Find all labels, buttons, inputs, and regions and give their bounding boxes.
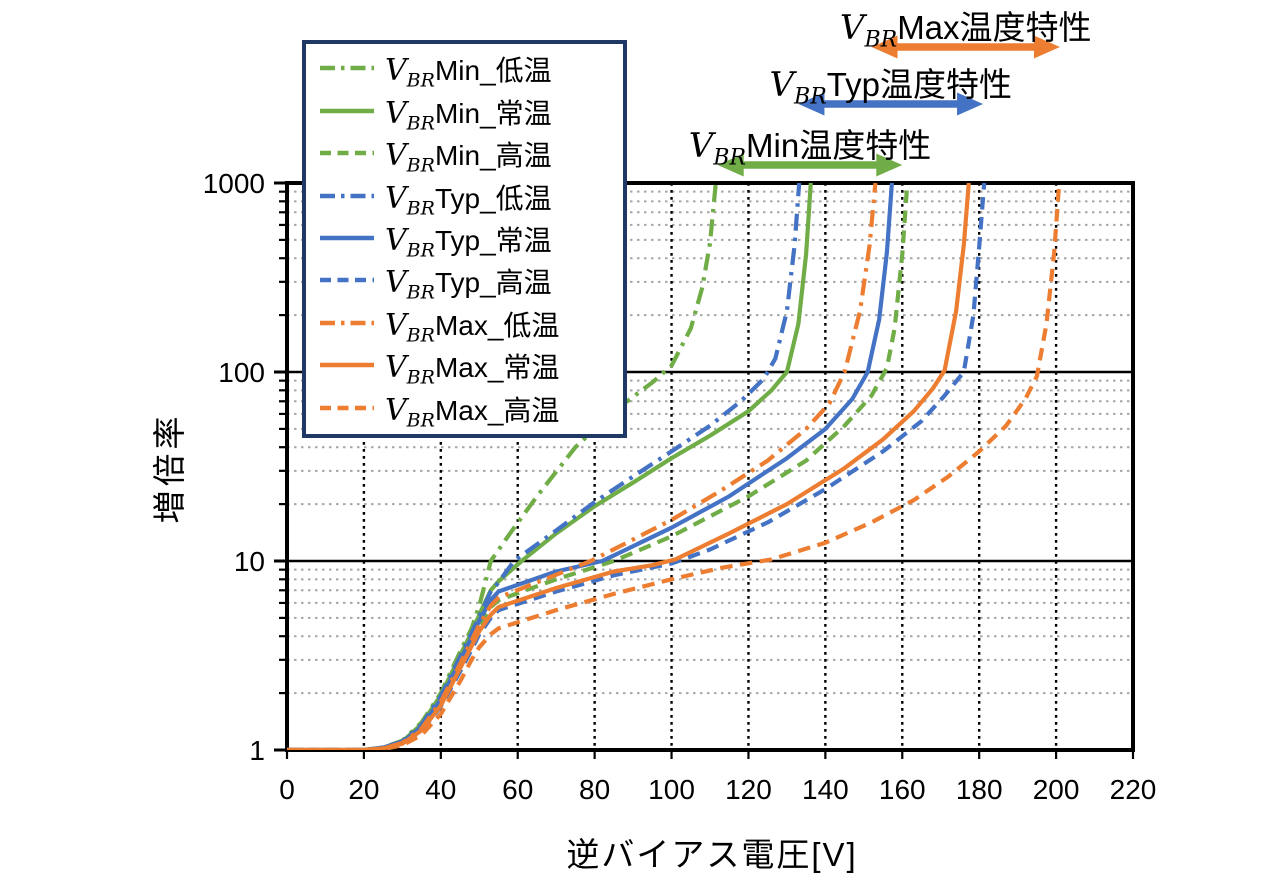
y-axis-title: 増倍率 bbox=[151, 412, 188, 524]
x-tick-label: 120 bbox=[725, 774, 772, 805]
legend-item-max-low: VBR Max_低温 bbox=[320, 304, 619, 347]
vbr-min-range-arrow bbox=[717, 153, 903, 177]
vbr-symbol: VBR bbox=[769, 65, 827, 110]
legend-item-label: VBR Max_高温 bbox=[385, 389, 560, 432]
y-tick-label: 1 bbox=[249, 735, 265, 766]
arrowhead-right bbox=[876, 153, 903, 177]
vbr-symbol: VBR bbox=[839, 8, 898, 53]
vbr-symbol: VBR bbox=[385, 53, 435, 92]
x-tick-label: 40 bbox=[425, 774, 456, 805]
legend-item-max-high: VBR Max_高温 bbox=[320, 389, 619, 432]
legend-item-min-low: VBR Min_低温 bbox=[320, 49, 619, 92]
x-tick-label: 180 bbox=[956, 774, 1003, 805]
legend-item-label: VBR Min_高温 bbox=[385, 134, 552, 177]
curve-typ-high bbox=[287, 183, 987, 750]
legend-line-sample bbox=[320, 357, 374, 375]
vbr-max-range-arrow bbox=[871, 35, 1060, 59]
legend-line-sample bbox=[320, 60, 374, 78]
vbr-min-range-label: VBR Min温度特性 bbox=[688, 119, 932, 171]
curve-max-low bbox=[287, 183, 878, 750]
vbr-symbol: VBR bbox=[385, 180, 435, 220]
legend-line-sample bbox=[320, 103, 374, 121]
legend-item-label: VBR Typ_低温 bbox=[385, 177, 552, 220]
vbr-max-range-label: VBR Max温度特性 bbox=[839, 1, 1092, 53]
y-tick-label: 1000 bbox=[203, 168, 265, 199]
x-tick-label: 140 bbox=[802, 774, 849, 805]
x-tick-label: 0 bbox=[279, 774, 295, 805]
legend-series-name: Max_低温 bbox=[434, 309, 560, 341]
arrowhead-left bbox=[798, 92, 825, 116]
legend-item-label: VBR Typ_常温 bbox=[385, 219, 552, 262]
y-tick-label: 10 bbox=[234, 546, 265, 577]
y-tick-label: 100 bbox=[218, 357, 265, 388]
vbr-symbol: VBR bbox=[385, 95, 435, 135]
curve-typ-low bbox=[287, 183, 802, 750]
legend-item-label: VBR Max_低温 bbox=[385, 304, 560, 347]
arrowhead-right bbox=[1033, 35, 1060, 59]
vbr-symbol: VBR bbox=[385, 307, 435, 347]
legend-line-sample bbox=[320, 188, 374, 206]
curve-max-high bbox=[287, 183, 1062, 750]
x-tick-label: 160 bbox=[879, 774, 926, 805]
legend-series-name: Min_常温 bbox=[434, 97, 552, 129]
legend: VBR Min_低温 VBR Min_常温 VBR Min_高温 VBR Typ_低温 VBR T… bbox=[302, 40, 627, 438]
series-curves bbox=[287, 183, 1062, 750]
vbr-symbol: VBR bbox=[385, 222, 435, 262]
annotation-text: Min温度特性 bbox=[746, 127, 932, 164]
vbr-symbol: VBR bbox=[385, 265, 435, 305]
legend-series-name: Typ_常温 bbox=[434, 224, 552, 256]
legend-item-label: VBR Typ_高温 bbox=[385, 261, 552, 305]
legend-series-name: Min_低温 bbox=[434, 55, 552, 87]
legend-item-typ-high: VBR Typ_高温 bbox=[320, 261, 619, 305]
legend-line-sample bbox=[320, 145, 374, 163]
legend-line-sample bbox=[320, 272, 374, 290]
x-tick-label: 220 bbox=[1110, 774, 1157, 805]
legend-item-label: VBR Max_常温 bbox=[385, 346, 560, 389]
x-axis-title: 逆バイアス電圧[V] bbox=[566, 836, 858, 873]
legend-series-name: Min_高温 bbox=[434, 140, 552, 172]
legend-series-name: Max_常温 bbox=[434, 352, 560, 384]
legend-item-label: VBR Min_常温 bbox=[385, 92, 552, 135]
vbr-symbol: VBR bbox=[385, 138, 435, 177]
legend-line-sample bbox=[320, 400, 374, 418]
legend-item-typ-low: VBR Typ_低温 bbox=[320, 177, 619, 220]
curve-max-normal bbox=[287, 183, 971, 750]
vbr-symbol: VBR bbox=[385, 350, 435, 389]
vbr-typ-range-arrow bbox=[798, 92, 984, 116]
vbr-symbol: VBR bbox=[688, 126, 747, 171]
x-tick-label: 20 bbox=[348, 774, 379, 805]
annotation-text: Typ温度特性 bbox=[826, 66, 1012, 103]
legend-item-min-high: VBR Min_高温 bbox=[320, 134, 619, 177]
legend-item-min-normal: VBR Min_常温 bbox=[320, 92, 619, 135]
legend-line-sample bbox=[320, 230, 374, 248]
legend-series-name: Max_高温 bbox=[434, 394, 560, 426]
legend-item-label: VBR Min_低温 bbox=[385, 49, 552, 92]
vbr-typ-range-label: VBR Typ温度特性 bbox=[769, 58, 1012, 110]
arrowhead-left bbox=[717, 153, 744, 177]
legend-item-max-normal: VBR Max_常温 bbox=[320, 346, 619, 389]
legend-item-typ-normal: VBR Typ_常温 bbox=[320, 219, 619, 262]
annotation-text: Max温度特性 bbox=[897, 9, 1092, 46]
x-tick-label: 80 bbox=[579, 774, 610, 805]
x-tick-label: 200 bbox=[1033, 774, 1080, 805]
legend-series-name: Typ_低温 bbox=[434, 182, 552, 214]
arrowhead-left bbox=[871, 35, 898, 59]
curve-min-low bbox=[287, 183, 718, 750]
plot-frame bbox=[285, 181, 1135, 752]
legend-series-name: Typ_高温 bbox=[434, 267, 552, 299]
vbr-symbol: VBR bbox=[385, 392, 435, 432]
legend-line-sample bbox=[320, 315, 374, 333]
x-tick-label: 100 bbox=[648, 774, 695, 805]
x-tick-label: 60 bbox=[502, 774, 533, 805]
arrowhead-right bbox=[957, 92, 984, 116]
